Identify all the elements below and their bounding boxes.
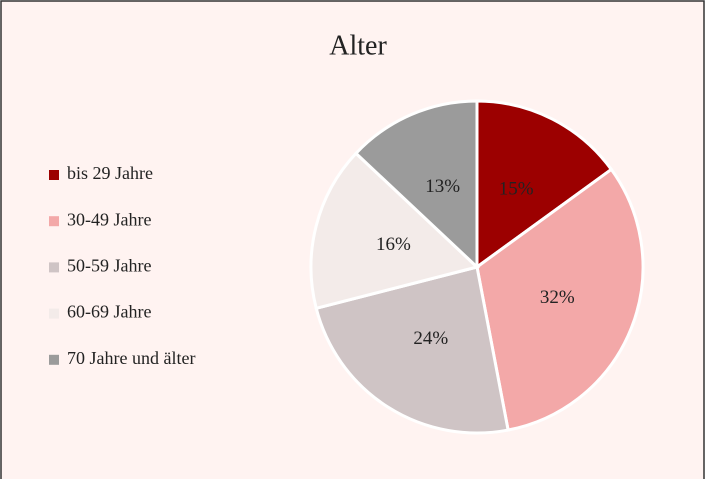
pie-slice (475, 99, 614, 270)
data-label: 16% (376, 234, 411, 255)
legend-label: 60-69 Jahre (67, 302, 151, 322)
data-label: 15% (499, 178, 534, 199)
pie-slice (353, 99, 479, 271)
data-label: 32% (540, 287, 575, 308)
data-label: 24% (413, 328, 448, 349)
legend-swatch (49, 354, 59, 365)
legend-swatch (49, 170, 59, 180)
legend-swatch (49, 262, 59, 273)
legend-label: 50-59 Jahre (67, 256, 151, 276)
pie-slice (309, 151, 481, 311)
legend-label: 70 Jahre und älter (67, 348, 195, 368)
legend-label: bis 29 Jahre (67, 163, 153, 183)
pie-slice (314, 265, 510, 435)
legend-swatch (49, 216, 59, 227)
data-label: 13% (425, 176, 460, 197)
legend-swatch (49, 308, 59, 319)
chart-title: Alter (329, 30, 387, 61)
legend-label: 30-49 Jahre (67, 209, 151, 229)
pie-slice (475, 167, 645, 432)
